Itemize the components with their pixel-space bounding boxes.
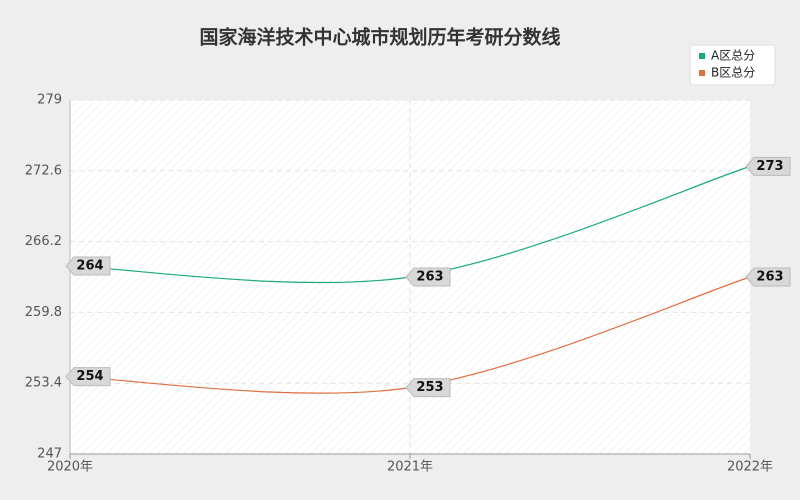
legend-marker xyxy=(699,53,705,59)
chart-title: 国家海洋技术中心城市规划历年考研分数线 xyxy=(199,26,560,49)
y-tick-label: 272.6 xyxy=(25,163,62,178)
value-label-box xyxy=(405,378,451,398)
value-label-box xyxy=(65,367,111,387)
y-tick-label: 279 xyxy=(37,93,62,108)
value-label: 263 xyxy=(756,270,783,285)
legend-marker xyxy=(699,70,705,76)
y-tick-label: 259.8 xyxy=(25,305,62,320)
legend-box xyxy=(689,44,776,86)
value-label: 253 xyxy=(416,380,443,395)
value-label-box xyxy=(745,156,791,176)
value-label-box xyxy=(65,256,111,276)
value-label: 263 xyxy=(416,270,443,285)
y-tick-label: 247 xyxy=(37,447,62,462)
x-tick-label: 2020年 xyxy=(47,460,93,475)
x-tick-label: 2022年 xyxy=(727,460,773,475)
value-label: 264 xyxy=(76,258,103,273)
y-tick-label: 266.2 xyxy=(25,234,62,249)
legend-label: B区总分 xyxy=(711,66,755,80)
legend-label: A区总分 xyxy=(711,49,755,63)
x-tick-label: 2021年 xyxy=(387,460,433,475)
value-label: 273 xyxy=(756,159,783,174)
value-label-box xyxy=(405,267,451,287)
y-tick-label: 253.4 xyxy=(25,376,62,391)
value-label: 254 xyxy=(76,369,103,384)
value-label-box xyxy=(745,267,791,287)
